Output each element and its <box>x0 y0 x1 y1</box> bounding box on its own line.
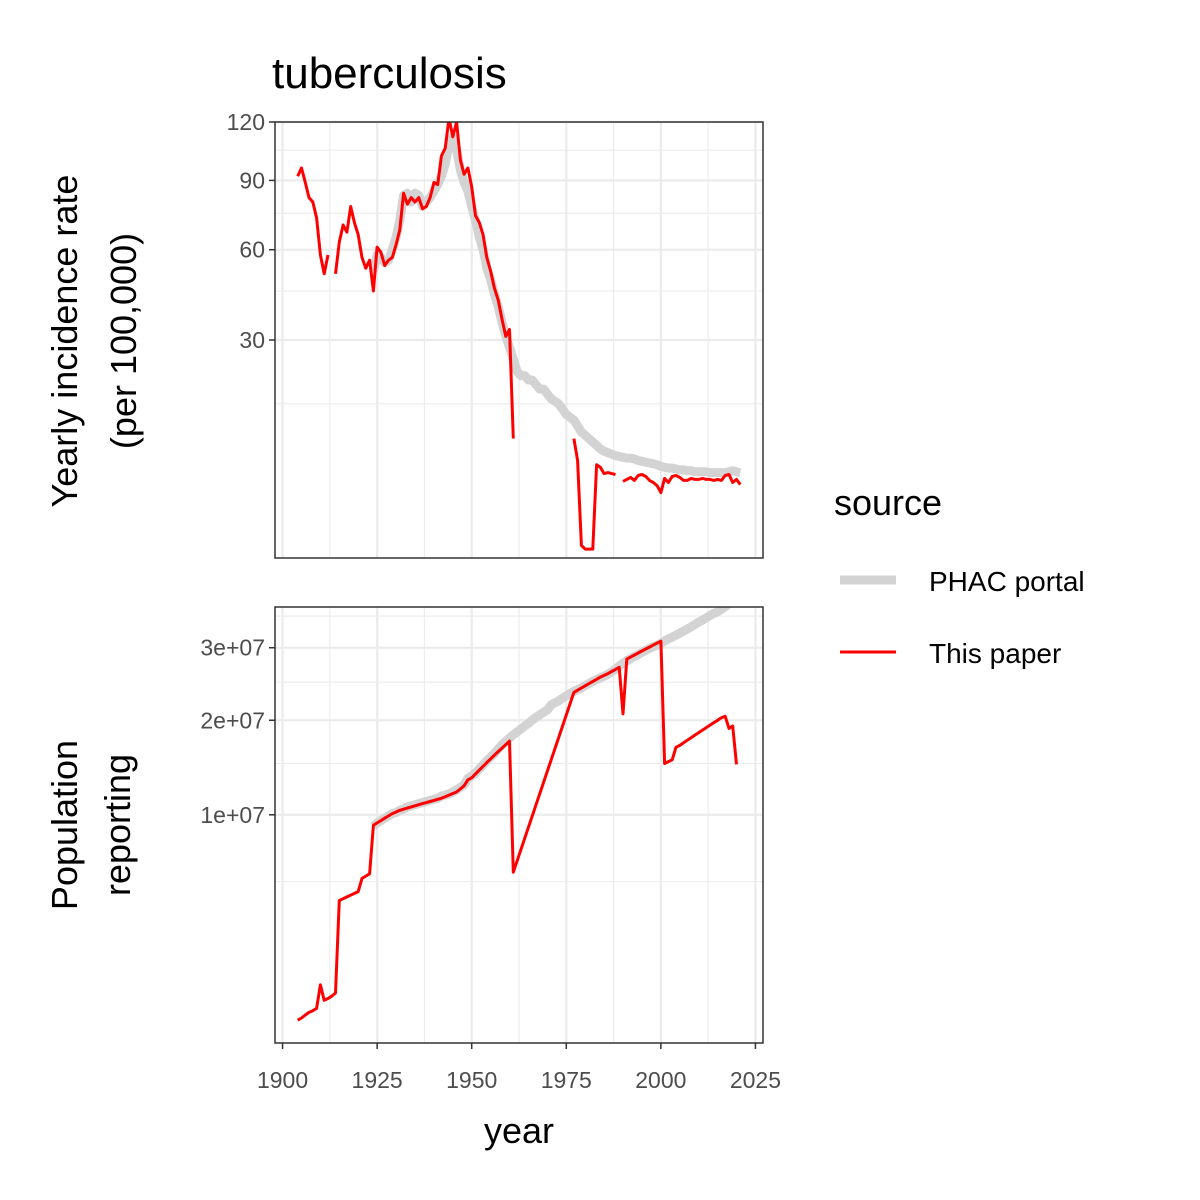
series-line-phac-portal <box>369 132 742 478</box>
x-tick-label: 2000 <box>635 1067 686 1093</box>
x-tick-label: 1925 <box>352 1067 403 1093</box>
x-tick-label: 1975 <box>541 1067 592 1093</box>
y-tick-label: 120 <box>227 109 265 135</box>
incidence-y-axis-title-line2: (per 100,000) <box>103 233 144 449</box>
incidence-panel: 30 60 90 120 Yearly incidence rate (per 100… <box>44 109 764 559</box>
population-series <box>296 607 738 1022</box>
population-panel-border <box>274 606 764 1044</box>
population-panel: 1e+07 2e+07 3e+07 Population reporting <box>44 606 764 1044</box>
population-y-ticks: 1e+07 2e+07 3e+07 <box>200 635 275 828</box>
x-tick-label: 2025 <box>730 1067 781 1093</box>
incidence-y-axis-title-line1: Yearly incidence rate <box>44 175 85 508</box>
legend-title: source <box>834 482 942 523</box>
y-tick-label: 90 <box>239 167 265 193</box>
y-tick-label: 30 <box>239 327 265 353</box>
incidence-y-ticks: 30 60 90 120 <box>227 109 275 353</box>
series-line-this-paper <box>296 639 738 1022</box>
population-y-axis-title-line2: reporting <box>97 754 138 896</box>
legend-label-phac-portal: PHAC portal <box>929 566 1085 597</box>
y-tick-label: 2e+07 <box>200 707 265 733</box>
x-tick-label: 1950 <box>446 1067 497 1093</box>
series-line-this-paper <box>334 122 515 439</box>
x-tick-label: 1900 <box>257 1067 308 1093</box>
y-tick-label: 3e+07 <box>200 635 265 661</box>
chart-title: tuberculosis <box>272 49 507 98</box>
legend-label-this-paper: This paper <box>929 638 1061 669</box>
incidence-series <box>296 122 742 551</box>
series-line-this-paper <box>572 438 616 551</box>
legend: source PHAC portal This paper <box>834 482 1085 669</box>
x-axis-title: year <box>484 1110 554 1151</box>
y-tick-label: 60 <box>239 237 265 263</box>
series-line-this-paper <box>622 473 742 495</box>
y-tick-label: 1e+07 <box>200 802 265 828</box>
series-line-this-paper <box>296 166 330 276</box>
x-axis-ticks: 1900 1925 1950 1975 2000 2025 <box>257 1043 781 1093</box>
population-y-axis-title-line1: Population <box>44 740 85 910</box>
